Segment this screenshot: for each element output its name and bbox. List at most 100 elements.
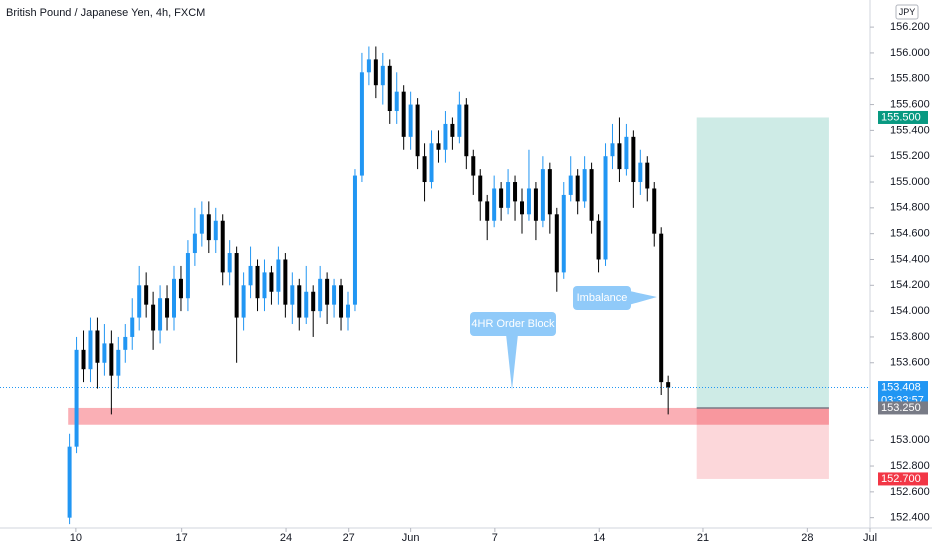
candle-body bbox=[589, 169, 594, 221]
candle-body bbox=[241, 285, 246, 318]
candle-body bbox=[178, 278, 183, 299]
candle-body bbox=[415, 104, 420, 157]
candle-body bbox=[297, 285, 302, 318]
candle-body bbox=[513, 182, 518, 202]
y-tick-label: 154.600 bbox=[890, 228, 930, 240]
x-tick-label: 17 bbox=[176, 532, 188, 544]
chart-title: British Pound / Japanese Yen, 4h, FXCM bbox=[6, 7, 205, 19]
y-tick-label: 155.200 bbox=[890, 150, 930, 162]
x-tick-label: 28 bbox=[801, 532, 813, 544]
candle-body bbox=[610, 143, 615, 157]
candle-body bbox=[102, 343, 107, 363]
candle-body bbox=[561, 194, 566, 273]
x-tick-label: 14 bbox=[593, 532, 605, 544]
candle-body bbox=[520, 201, 524, 215]
candle-body bbox=[130, 317, 135, 337]
candle-body bbox=[109, 343, 114, 376]
candle-body bbox=[394, 91, 399, 112]
candle-body bbox=[206, 214, 211, 241]
candle-body bbox=[165, 298, 170, 318]
candle-body bbox=[464, 104, 469, 157]
candle-body bbox=[234, 253, 239, 318]
callout-text: 4HR Order Block bbox=[471, 318, 555, 330]
candle-body bbox=[262, 272, 267, 299]
candle-body bbox=[283, 259, 288, 305]
target-box bbox=[878, 110, 928, 124]
candle-body bbox=[81, 349, 86, 370]
y-tick-label: 156.000 bbox=[890, 47, 930, 59]
candle-body bbox=[276, 259, 281, 292]
y-tick-label: 155.400 bbox=[890, 124, 930, 136]
candle-body bbox=[151, 304, 156, 331]
candle-body bbox=[401, 91, 406, 137]
x-tick-label: 27 bbox=[343, 532, 355, 544]
candle-body bbox=[603, 156, 608, 260]
candle-body bbox=[666, 382, 671, 388]
callout-box bbox=[573, 286, 631, 310]
callout bbox=[506, 334, 518, 390]
candle-body bbox=[269, 272, 274, 292]
candle-body bbox=[213, 220, 218, 241]
candle-body bbox=[457, 104, 462, 137]
candle-body bbox=[352, 175, 357, 305]
candle-body bbox=[652, 188, 657, 234]
candle-body bbox=[582, 169, 587, 202]
x-tick-label: 7 bbox=[492, 532, 498, 544]
candle-body bbox=[387, 65, 392, 112]
candle-body bbox=[116, 349, 121, 376]
candle-body bbox=[478, 175, 483, 202]
candle-body bbox=[332, 285, 337, 305]
currency: JPY bbox=[899, 7, 916, 17]
last-price-label: 153.408 bbox=[881, 381, 921, 393]
candle-body bbox=[339, 285, 344, 318]
candle-body bbox=[290, 285, 295, 305]
candle-body bbox=[450, 123, 455, 137]
stop-label: 152.700 bbox=[881, 473, 921, 485]
candle-body bbox=[638, 162, 643, 183]
candle-body bbox=[158, 298, 163, 331]
candle-body bbox=[485, 201, 490, 221]
candle-body bbox=[123, 336, 128, 350]
candle-body bbox=[67, 446, 72, 518]
x-tick-label: 10 bbox=[70, 532, 82, 544]
candle-body bbox=[499, 188, 504, 208]
y-tick-label: 155.000 bbox=[890, 176, 930, 188]
candle-body bbox=[645, 162, 650, 189]
target-label: 155.500 bbox=[881, 111, 921, 123]
x-tick-label: Jun bbox=[402, 532, 420, 544]
candle-body bbox=[255, 265, 260, 299]
y-tick-label: 152.800 bbox=[890, 460, 930, 472]
candle-body bbox=[436, 143, 441, 150]
candle-body bbox=[380, 65, 385, 86]
candle-body bbox=[248, 265, 253, 286]
candle-body bbox=[547, 169, 552, 215]
candle-body bbox=[137, 285, 142, 318]
x-tick-label: 24 bbox=[280, 532, 292, 544]
callout-text: Imbalance bbox=[577, 292, 628, 304]
candle-body bbox=[568, 175, 573, 195]
candle-body bbox=[429, 143, 434, 183]
y-tick-label: 153.000 bbox=[890, 434, 930, 446]
order-block-zone bbox=[68, 407, 829, 425]
candle-body bbox=[624, 136, 629, 170]
candle-body bbox=[408, 104, 413, 137]
y-tick-label: 152.600 bbox=[890, 486, 930, 498]
candle-body bbox=[95, 330, 100, 363]
x-tick-label: Jul bbox=[863, 532, 877, 544]
y-tick-label: 155.800 bbox=[890, 73, 930, 85]
candle-body bbox=[359, 72, 364, 176]
currency-box bbox=[895, 4, 919, 20]
candle-body bbox=[617, 143, 622, 170]
candle-body bbox=[506, 182, 511, 208]
y-tick-label: 153.600 bbox=[890, 357, 930, 369]
candle-body bbox=[366, 59, 371, 73]
candle-body bbox=[373, 59, 378, 86]
entry-label: 153.250 bbox=[881, 402, 921, 414]
stop-area bbox=[696, 407, 829, 479]
candle-body bbox=[74, 349, 79, 447]
x-tick-label: 21 bbox=[697, 532, 709, 544]
y-tick-label: 154.800 bbox=[890, 202, 930, 214]
candle-body bbox=[554, 214, 559, 273]
